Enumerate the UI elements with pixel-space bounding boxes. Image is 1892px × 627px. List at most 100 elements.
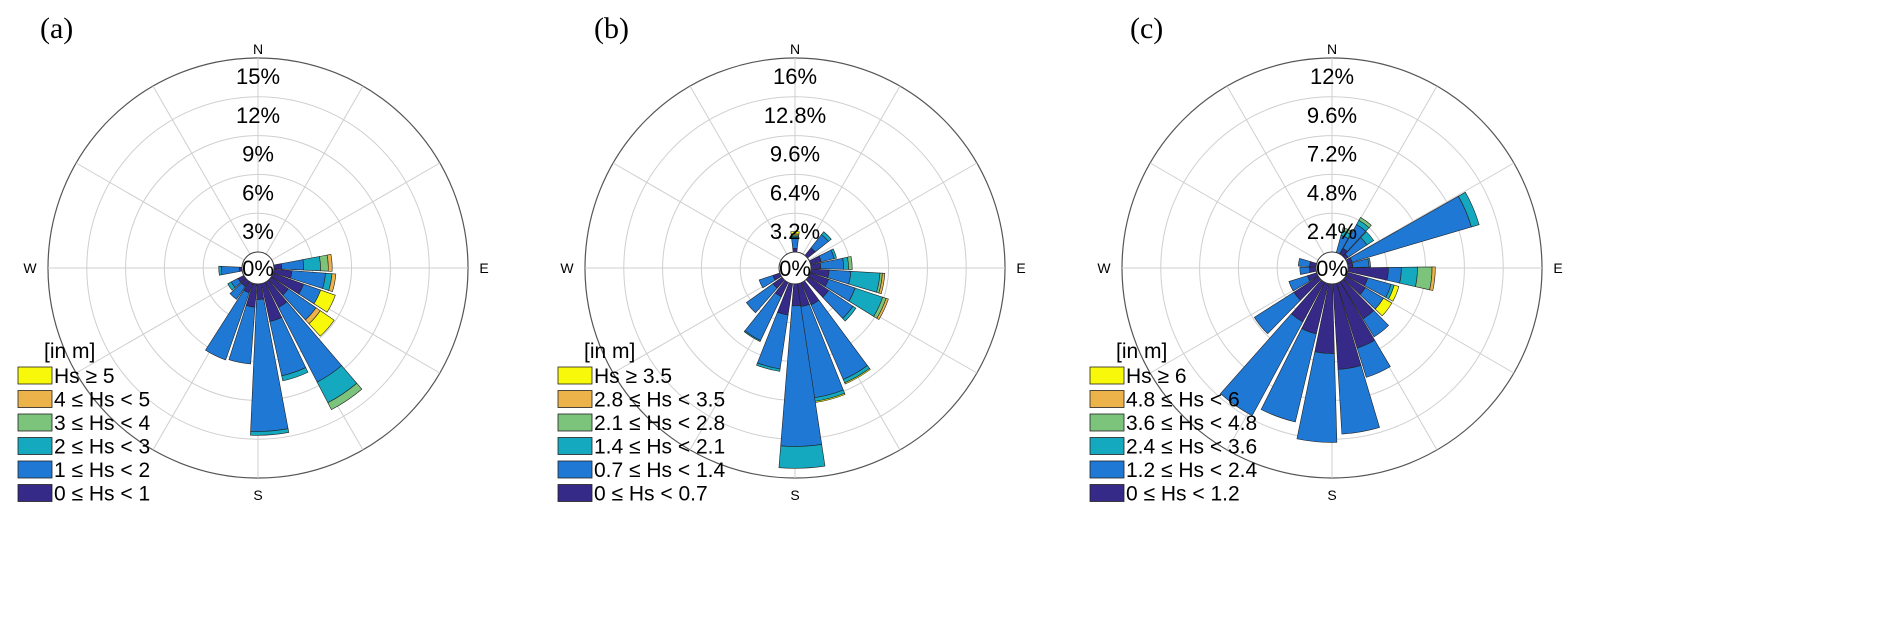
legend-swatch <box>17 484 53 502</box>
rose-bar-segment <box>1374 297 1393 317</box>
ring-label: 4.8% <box>1307 180 1357 205</box>
rose-bar-segment <box>328 273 337 292</box>
grid-spoke <box>1149 162 1319 261</box>
legend-label: 2.8 ≤ Hs < 3.5 <box>594 389 725 412</box>
legend-swatch <box>1089 390 1125 408</box>
legend-label: Hs ≥ 5 <box>54 365 115 388</box>
legend-label: 2.4 ≤ Hs < 3.6 <box>1126 436 1257 459</box>
rose-bar-segment <box>1253 291 1301 335</box>
legend-swatch <box>17 413 53 432</box>
legend: [in m] Hs ≥ 5 4 ≤ Hs < 5 3 ≤ Hs < 4 2 ≤ … <box>17 340 150 506</box>
center-hole: 0% <box>1315 251 1349 285</box>
rose-bar-segment <box>1288 275 1311 292</box>
rose-bar-segment <box>745 283 778 314</box>
legend-label: 1 ≤ Hs < 2 <box>54 459 150 482</box>
compass-label-s: S <box>790 487 799 503</box>
rose-bar-segment <box>1358 217 1372 229</box>
rose-bar-segment <box>1299 266 1311 275</box>
legend-swatch <box>1089 484 1125 502</box>
rose-bar-segment <box>1399 266 1418 288</box>
rose-bar-segment <box>842 305 857 322</box>
rose-bar-segment <box>205 289 250 361</box>
ring-label: 12% <box>236 103 280 128</box>
rose-bar-segment <box>1349 195 1472 263</box>
panel-label: (a) <box>40 12 73 45</box>
rose-bar-segment <box>1386 266 1402 284</box>
rose-bar-segment <box>250 428 290 436</box>
panel-label: (c) <box>1130 12 1163 45</box>
center-label: 0% <box>1316 256 1348 281</box>
rose-bar-segment <box>756 362 781 372</box>
grid-spoke <box>1149 275 1319 374</box>
legend: [in m] Hs ≥ 3.5 2.8 ≤ Hs < 3.5 2.1 ≤ Hs … <box>557 340 725 506</box>
legend: [in m] Hs ≥ 6 4.8 ≤ Hs < 6 3.6 ≤ Hs < 4.… <box>1089 340 1257 506</box>
ring-label: 3.2% <box>770 219 820 244</box>
legend-label: 0 ≤ Hs < 1.2 <box>1126 483 1240 506</box>
rose-bars <box>205 254 363 436</box>
panel-c: 2.4% 4.8% 7.2% 9.6% 12% N E S W 0% (c) [… <box>1089 12 1563 506</box>
compass-label-n: N <box>1327 41 1337 57</box>
compass-labels: N E S W <box>1097 41 1562 503</box>
grid-spoke <box>808 162 978 261</box>
rose-bar-segment <box>1220 313 1304 417</box>
rose-bar-segment <box>758 274 776 289</box>
rose-bar-segment <box>878 272 886 295</box>
rose-bar-segment <box>743 330 761 343</box>
legend-swatch <box>1089 437 1125 455</box>
rose-bar-segment <box>228 305 256 365</box>
legend-title: [in m] <box>1116 340 1167 363</box>
ring-label: 6.4% <box>770 180 820 205</box>
legend-swatch <box>1089 460 1125 479</box>
ring-label: 12.8% <box>764 103 826 128</box>
grid-spoke <box>152 85 251 255</box>
grid-spoke <box>612 162 782 261</box>
rose-bar-segment <box>1367 257 1371 268</box>
legend-swatch <box>557 390 593 408</box>
rose-bar-segment <box>326 254 333 272</box>
ring-label: 3% <box>242 219 274 244</box>
rose-bar-segment <box>821 231 832 242</box>
grid-spoke <box>1345 162 1515 261</box>
rose-bar-segment <box>302 256 321 272</box>
grid-spoke <box>75 162 245 261</box>
legend-swatch <box>557 484 593 502</box>
compass-label-s: S <box>253 487 262 503</box>
ring-label: 9% <box>242 142 274 167</box>
grid-spoke <box>689 85 788 255</box>
ring-labels: 3.2% 6.4% 9.6% 12.8% 16% <box>764 64 826 244</box>
rose-bar-segment <box>273 263 283 270</box>
legend-title: [in m] <box>44 340 95 363</box>
grid-spoke <box>1226 85 1325 255</box>
legend-label: 3.6 ≤ Hs < 4.8 <box>1126 412 1257 435</box>
compass-label-e: E <box>1016 260 1025 276</box>
rose-bar-segment <box>1429 266 1436 291</box>
legend-swatch <box>17 366 53 385</box>
rose-bar-segment <box>790 231 800 235</box>
panel-a: 3% 6% 9% 12% 15% N E S W 0% (a) [in m] H… <box>17 12 489 506</box>
rose-bar-segment <box>1337 365 1380 435</box>
legend-swatch <box>1089 366 1125 385</box>
rose-bar-segment <box>778 444 826 469</box>
legend-label: 4.8 ≤ Hs < 6 <box>1126 389 1240 412</box>
rose-bar-segment <box>1415 266 1433 291</box>
legend-label: 2.1 ≤ Hs < 2.8 <box>594 412 725 435</box>
compass-label-w: W <box>1097 260 1111 276</box>
compass-labels: N E S W <box>560 41 1025 503</box>
rose-bar-segment <box>1362 310 1390 338</box>
grid-spoke <box>802 85 901 255</box>
compass-label-w: W <box>560 260 574 276</box>
legend-label: 0.7 ≤ Hs < 1.4 <box>594 459 725 482</box>
legend-label: Hs ≥ 3.5 <box>594 365 672 388</box>
legend-swatch <box>557 460 593 479</box>
rose-bar-segment <box>876 297 889 321</box>
rose-bar-segment <box>280 259 305 271</box>
legend-swatch <box>557 413 593 432</box>
legend-label: 1.2 ≤ Hs < 2.4 <box>1126 459 1257 482</box>
compass-label-w: W <box>23 260 37 276</box>
rose-bar-segment <box>218 265 223 276</box>
rose-bar-segment <box>1457 191 1480 228</box>
rose-bar-segment <box>830 248 837 260</box>
ring-label: 16% <box>773 64 817 89</box>
panel-label: (b) <box>594 12 629 45</box>
